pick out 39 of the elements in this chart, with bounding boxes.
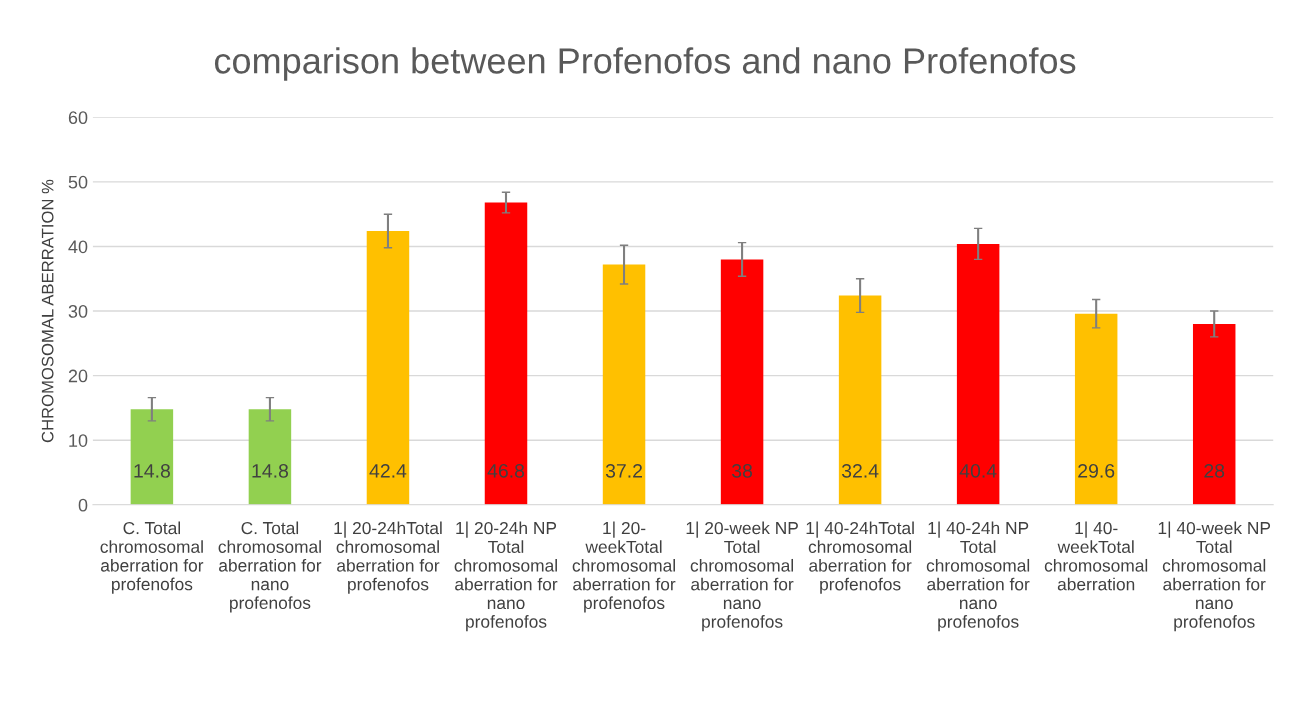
bar xyxy=(1192,323,1236,505)
x-tick-label: 1| 40-24hTotal chromosomal aberration for profenofos xyxy=(806,521,914,594)
data-label: 38 xyxy=(732,463,753,478)
data-label: 37.2 xyxy=(605,463,642,478)
x-tick-label: 1| 20- weekTotal chromosomal aberration for profenofos xyxy=(572,521,676,613)
chart-title: comparison between Profenofos and nano Profenofos xyxy=(214,47,1076,81)
data-label: 28 xyxy=(1204,463,1225,478)
y-tick-label: 40 xyxy=(68,240,88,254)
x-tick-label: 1| 20-24hTotal chromosomal aberration for profenofos xyxy=(334,521,442,594)
bar xyxy=(366,230,410,505)
y-tick-label: 50 xyxy=(68,175,88,189)
x-tick-label: C. Total chromosomal aberration for nano profenofos xyxy=(218,521,322,613)
data-label: 14.8 xyxy=(134,463,170,478)
bar xyxy=(484,202,528,505)
x-tick-label: 1| 20-week NP Total chromosomal aberration for nano profenofos xyxy=(686,521,798,632)
bar xyxy=(602,264,646,505)
data-label: 46.8 xyxy=(487,463,525,478)
x-tick-label: 1| 40- weekTotal chromosomal aberration xyxy=(1044,521,1148,591)
bar xyxy=(130,409,174,505)
data-label: 29.6 xyxy=(1078,463,1115,478)
y-tick-label: 20 xyxy=(68,369,88,383)
data-label: 14.8 xyxy=(252,463,289,478)
y-tick-label: 30 xyxy=(68,305,88,318)
x-tick-label: 1| 40-week NP Total chromosomal aberration for nano profenofos xyxy=(1158,521,1271,632)
x-tick-label: 1| 20-24h NP Total chromosomal aberration for nano profenofos xyxy=(454,521,558,632)
y-tick-label: 0 xyxy=(78,498,88,512)
bar xyxy=(956,243,1000,505)
data-label: 42.4 xyxy=(369,463,407,478)
bar xyxy=(838,295,882,505)
bar xyxy=(720,259,764,505)
bar xyxy=(248,409,292,505)
x-tick-label: C. Total chromosomal aberration for profenofos xyxy=(100,521,204,594)
y-axis-title: CHROMOSOMAL ABERRATION % xyxy=(41,179,54,443)
data-label: 40.4 xyxy=(959,463,997,478)
data-label: 32.4 xyxy=(841,463,879,478)
y-tick-label: 10 xyxy=(69,434,88,447)
y-tick-label: 60 xyxy=(68,111,88,125)
x-tick-label: 1| 40-24h NP Total chromosomal aberration for nano profenofos xyxy=(926,521,1030,632)
bar xyxy=(1074,313,1118,505)
